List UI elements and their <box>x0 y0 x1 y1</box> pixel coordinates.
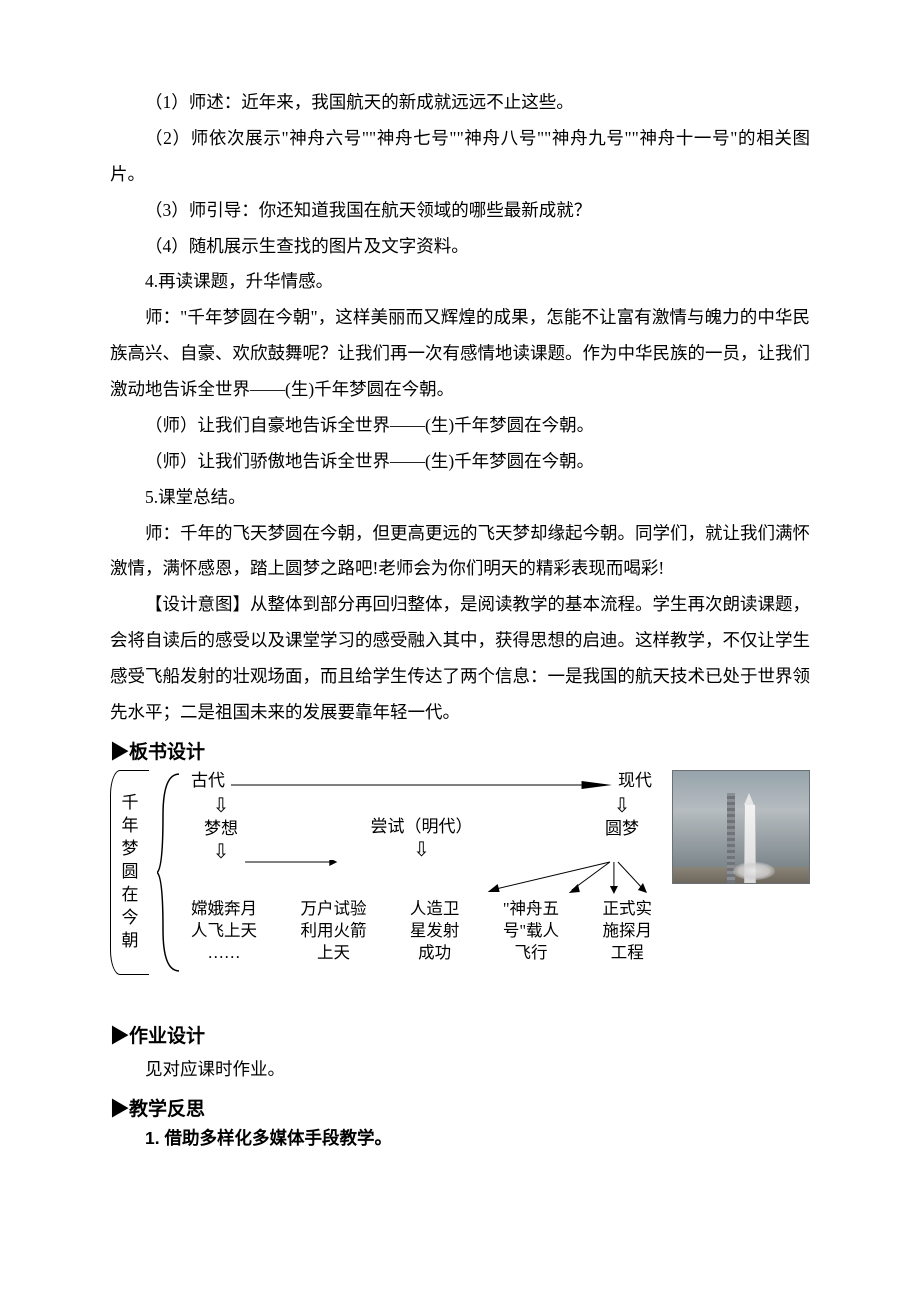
leaf-line: 人飞上天 <box>191 920 257 942</box>
paragraph: （师）让我们骄傲地告诉全世界——(生)千年梦圆在今朝。 <box>110 444 810 480</box>
mid-col-dream: ⇩ 梦想 ⇩ <box>191 794 251 864</box>
node-modern: 现代 <box>618 770 652 792</box>
leaf-line: 星发射 <box>410 920 460 942</box>
paragraph: 师：千年的飞天梦圆在今朝，但更高更远的飞天梦却缘起今朝。同学们，就让我们满怀激情… <box>110 516 810 588</box>
image-smoke <box>733 862 775 880</box>
node-realize: 圆梦 <box>605 818 639 840</box>
diagram-mid-row: ⇩ 梦想 ⇩ 尝试（明代） ⇩ ⇩ 圆梦 <box>191 794 652 864</box>
board-diagram: 千年梦圆在今朝 古代 现代 ⇩ 梦想 <box>110 770 810 975</box>
leaf-5: 正式实 施探月 工程 <box>603 898 653 965</box>
diagram-title-vertical: 千年梦圆在今朝 <box>110 770 149 975</box>
diagram-top-row: 古代 现代 <box>191 770 652 792</box>
down-arrow-icon: ⇩ <box>213 842 230 862</box>
paragraph: （3）师引导：你还知道我国在航天领域的哪些最新成就？ <box>110 193 810 229</box>
leaf-line: 利用火箭 <box>300 920 366 942</box>
homework-body: 见对应课时作业。 <box>110 1052 810 1088</box>
leaf-4: "神舟五 号"载人 飞行 <box>503 898 559 965</box>
diagram-title-text: 千年梦圆在今朝 <box>115 792 145 953</box>
leaf-line: 上天 <box>300 942 366 964</box>
leaf-line: 万户试验 <box>300 898 366 920</box>
leaf-2: 万户试验 利用火箭 上天 <box>300 898 366 965</box>
design-intent: 【设计意图】从整体到部分再回归整体，是阅读教学的基本流程。学生再次朗读课题，会将… <box>110 587 810 731</box>
leaf-3: 人造卫 星发射 成功 <box>410 898 460 965</box>
leaf-line: 成功 <box>410 942 460 964</box>
reflect-subheading: 1. 借助多样化多媒体手段教学。 <box>110 1125 810 1150</box>
section-header-reflect: ▶教学反思 <box>110 1094 810 1121</box>
brace-icon <box>157 770 183 975</box>
section-header-homework: ▶作业设计 <box>110 1021 810 1048</box>
down-arrow-icon: ⇩ <box>614 796 631 816</box>
diagram-slope-arrows <box>191 860 652 896</box>
document-page: （1）师述：近年来，我国航天的新成就远远不止这些。 （2）师依次展示"神舟六号"… <box>0 0 920 1302</box>
leaf-line: "神舟五 <box>503 898 559 920</box>
leaf-line: 号"载人 <box>503 920 559 942</box>
node-ancient: 古代 <box>191 770 225 792</box>
leaf-line: …… <box>191 942 257 964</box>
leaf-line: 施探月 <box>603 920 653 942</box>
leaf-1: 嫦娥奔月 人飞上天 …… <box>191 898 257 965</box>
leaf-line: 飞行 <box>503 942 559 964</box>
paragraph: （师）让我们自豪地告诉全世界——(生)千年梦圆在今朝。 <box>110 408 810 444</box>
mid-col-try: 尝试（明代） ⇩ <box>352 794 492 862</box>
down-arrow-icon: ⇩ <box>213 796 230 816</box>
paragraph: 5.课堂总结。 <box>110 480 810 516</box>
node-dream: 梦想 <box>204 818 238 840</box>
paragraph: 师："千年梦圆在今朝"，这样美丽而又辉煌的成果，怎能不让富有激情与魄力的中华民族… <box>110 300 810 408</box>
arrow-ancient-to-modern <box>231 775 612 787</box>
mid-col-realize: ⇩ 圆梦 <box>592 794 652 840</box>
leaf-line: 工程 <box>603 942 653 964</box>
diagram-bottom-row: 嫦娥奔月 人飞上天 …… 万户试验 利用火箭 上天 人造卫 星发射 成功 "神舟… <box>191 898 652 965</box>
image-rocket-tip <box>744 793 754 805</box>
node-try: 尝试（明代） <box>371 816 473 838</box>
paragraph: （1）师述：近年来，我国航天的新成就远远不止这些。 <box>110 85 810 121</box>
down-arrow-icon: ⇩ <box>413 840 430 860</box>
diagram-main: 古代 现代 ⇩ 梦想 ⇩ 尝试（明代） ⇩ <box>191 770 652 965</box>
paragraph: 4.再读课题，升华情感。 <box>110 264 810 300</box>
paragraph: （4）随机展示生查找的图片及文字资料。 <box>110 229 810 265</box>
leaf-line: 正式实 <box>603 898 653 920</box>
rocket-launch-image <box>672 770 810 884</box>
paragraph: （2）师依次展示"神舟六号""神舟七号""神舟八号""神舟九号""神舟十一号"的… <box>110 121 810 193</box>
section-header-board: ▶板书设计 <box>110 737 810 764</box>
leaf-line: 人造卫 <box>410 898 460 920</box>
leaf-line: 嫦娥奔月 <box>191 898 257 920</box>
